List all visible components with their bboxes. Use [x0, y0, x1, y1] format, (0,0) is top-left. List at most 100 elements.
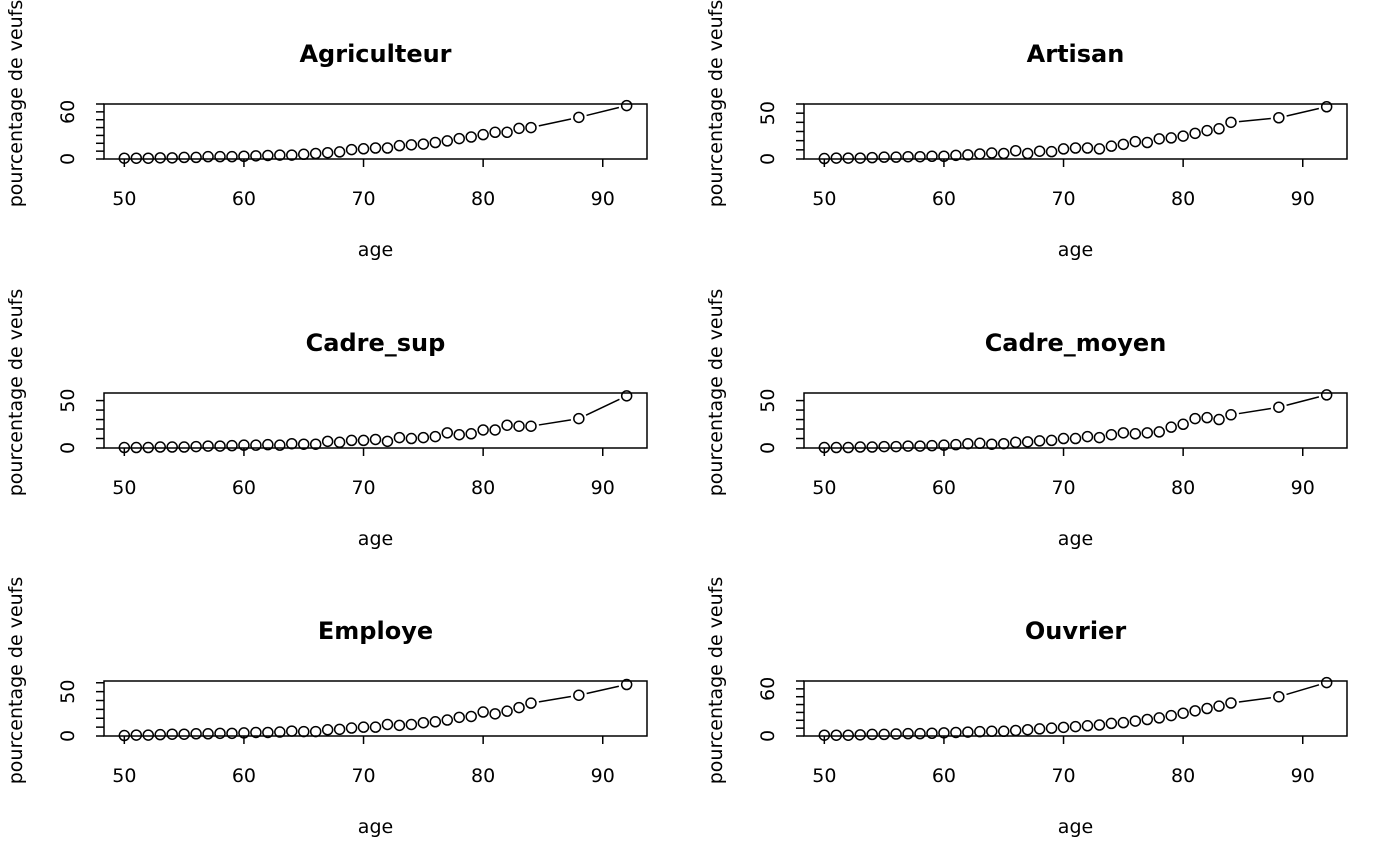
data-point [902, 440, 914, 452]
data-point [477, 424, 489, 436]
data-point [573, 412, 585, 425]
data-point [962, 726, 974, 738]
y-tick-label: 0 [57, 153, 79, 165]
y-axis-label: pourcentage de veufs [705, 577, 727, 785]
data-point [818, 441, 831, 454]
data-point [286, 437, 298, 450]
data-point [286, 725, 298, 737]
plot-frame [103, 392, 648, 449]
series-line-segment [538, 695, 572, 703]
data-point [429, 136, 442, 149]
data-point [1081, 720, 1094, 732]
data-point [369, 721, 382, 733]
data-point [1141, 427, 1154, 439]
x-tick-label: 50 [112, 188, 136, 210]
data-point [986, 725, 998, 738]
data-point [1093, 719, 1106, 731]
data-point [202, 150, 214, 163]
data-point [166, 728, 178, 740]
data-point [854, 152, 866, 164]
data-point [202, 728, 214, 740]
data-point [274, 439, 286, 451]
y-tick-label: 0 [757, 730, 779, 742]
data-point [914, 727, 926, 740]
data-point [441, 427, 454, 439]
data-point [830, 729, 843, 741]
x-tick-label: 90 [1291, 765, 1315, 787]
data-point [573, 689, 585, 701]
data-point [238, 439, 250, 451]
data-point [974, 725, 986, 738]
data-point [1153, 133, 1165, 145]
data-point [890, 728, 902, 740]
x-tick-label: 70 [1051, 477, 1075, 499]
x-tick-label: 80 [471, 765, 495, 787]
data-point [130, 441, 143, 454]
data-point [997, 725, 1010, 738]
x-tick-label: 90 [591, 765, 615, 787]
data-point [178, 728, 190, 740]
data-point [1021, 436, 1034, 448]
data-point [118, 729, 131, 742]
data-point [818, 729, 831, 741]
data-point [902, 727, 914, 740]
data-point [1213, 700, 1225, 712]
x-tick-label: 60 [232, 188, 256, 210]
plot-frame [803, 392, 1348, 449]
data-point [190, 728, 202, 740]
x-tick-label: 80 [471, 477, 495, 499]
x-tick-label: 50 [812, 477, 836, 499]
data-point [620, 678, 633, 691]
data-point [1225, 116, 1237, 129]
data-point [453, 711, 465, 724]
panel-ouvrier: Ouvrier 50 60 70 80 90 0 60 age pourcentage de ve… [705, 577, 1348, 838]
y-axis-label: pourcentage de veufs [705, 289, 727, 497]
data-point [501, 419, 513, 431]
data-point [914, 440, 926, 452]
data-point [417, 431, 430, 444]
y-tick-label: 60 [57, 100, 79, 124]
data-point [477, 706, 489, 718]
y-tick-label: 50 [757, 388, 779, 412]
data-point [333, 146, 346, 158]
data-point [620, 99, 633, 112]
data-point [130, 729, 143, 741]
data-point [1021, 147, 1034, 160]
x-tick-label: 60 [932, 477, 956, 499]
series-line-segment [586, 685, 620, 695]
data-point [286, 149, 298, 161]
data-point [393, 431, 406, 444]
data-point [1093, 431, 1106, 444]
data-point [465, 131, 477, 143]
data-point [1105, 717, 1118, 730]
data-point [950, 438, 962, 451]
data-point [842, 441, 855, 454]
data-point [1273, 112, 1285, 124]
y-tick-label: 0 [757, 442, 779, 454]
data-point [357, 721, 370, 733]
data-point [333, 436, 346, 449]
data-point [441, 135, 454, 147]
x-tick-label: 70 [351, 477, 375, 499]
data-point [938, 439, 950, 451]
panel-title: Ouvrier [1025, 617, 1126, 645]
data-point [974, 148, 986, 160]
data-point [1177, 418, 1189, 431]
data-point [842, 729, 855, 741]
data-point [926, 439, 938, 452]
data-point [417, 138, 430, 150]
plot-frame [803, 680, 1348, 737]
data-point [405, 139, 418, 151]
data-point [262, 438, 274, 451]
data-point [854, 441, 866, 453]
y-tick-label: 0 [57, 730, 79, 742]
data-point [1225, 409, 1237, 421]
data-point [429, 430, 442, 443]
data-point [262, 149, 274, 162]
data-point [914, 150, 926, 163]
data-point [997, 147, 1010, 160]
x-tick-label: 70 [1051, 765, 1075, 787]
data-point [1225, 697, 1237, 709]
panel-title: Employe [318, 617, 433, 645]
data-point [513, 701, 525, 714]
